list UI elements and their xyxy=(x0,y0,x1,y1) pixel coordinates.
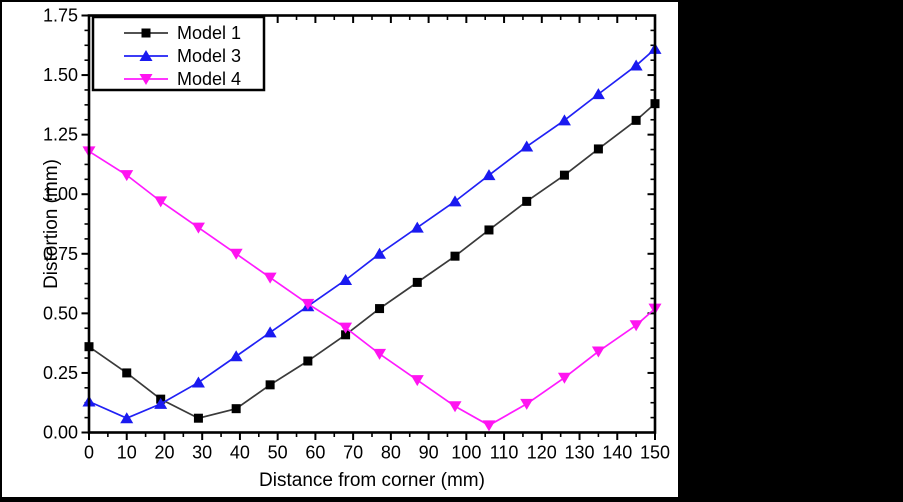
data-point-model-1 xyxy=(231,404,241,414)
y-tick-label: 1.25 xyxy=(43,125,78,145)
x-tick-label: 60 xyxy=(305,443,325,463)
y-tick-label: 0.75 xyxy=(43,244,78,264)
data-point-model-3 xyxy=(263,326,277,338)
legend-label: Model 4 xyxy=(177,69,241,89)
legend-entry-model-1: Model 1 xyxy=(124,23,241,43)
data-point-model-4 xyxy=(448,401,462,413)
x-tick-label: 10 xyxy=(117,443,137,463)
legend-marker-triangle-down xyxy=(139,74,153,85)
data-point-model-4 xyxy=(557,372,571,384)
x-tick-label: 130 xyxy=(565,443,595,463)
data-point-model-3 xyxy=(373,247,387,259)
data-point-model-4 xyxy=(229,248,243,260)
data-point-model-1 xyxy=(631,115,641,125)
legend-label: Model 3 xyxy=(177,46,241,66)
x-tick-label: 70 xyxy=(343,443,363,463)
x-tick-label: 80 xyxy=(381,443,401,463)
data-point-model-3 xyxy=(591,88,605,100)
legend-entry-model-3: Model 3 xyxy=(124,46,241,66)
y-tick-label: 1.75 xyxy=(43,6,78,26)
data-point-model-1 xyxy=(303,356,313,366)
data-point-model-1 xyxy=(593,144,603,154)
x-tick-label: 120 xyxy=(527,443,557,463)
data-point-model-3 xyxy=(448,195,462,207)
data-point-model-1 xyxy=(122,368,132,378)
data-point-model-1 xyxy=(265,380,275,390)
x-tick-label: 110 xyxy=(490,443,519,463)
data-point-model-4 xyxy=(120,170,134,182)
data-point-model-4 xyxy=(191,222,205,234)
data-point-model-3 xyxy=(482,169,496,181)
y-tick-label: 1.00 xyxy=(43,184,78,204)
data-point-model-4 xyxy=(410,375,424,387)
data-point-model-1 xyxy=(484,225,494,235)
series-layer xyxy=(82,42,662,432)
data-point-model-3 xyxy=(410,221,424,233)
data-point-model-3 xyxy=(629,59,643,71)
x-tick-label: 30 xyxy=(192,443,212,463)
axis-ticks: 0 10 20 30 40 50 60 70 80 90 100 110 120 130 140 150 0.0… xyxy=(43,6,670,463)
data-point-model-3 xyxy=(520,140,534,152)
data-point-model-4 xyxy=(339,322,353,334)
data-point-model-1 xyxy=(341,330,351,340)
data-point-model-4 xyxy=(591,346,605,358)
x-tick-label: 20 xyxy=(154,443,174,463)
data-point-model-1 xyxy=(559,170,569,180)
y-axis-title: Distortion (mm) xyxy=(41,159,62,289)
y-tick-label: 0.25 xyxy=(43,363,78,383)
legend-frame xyxy=(91,15,266,92)
data-point-model-3 xyxy=(229,350,243,362)
data-point-model-1 xyxy=(193,413,203,423)
legend-label: Model 1 xyxy=(177,23,241,43)
data-point-model-1 xyxy=(450,251,460,261)
plot-frame xyxy=(87,14,657,434)
data-point-model-3 xyxy=(339,273,353,285)
data-point-model-4 xyxy=(520,398,534,410)
x-tick-label: 140 xyxy=(602,443,632,463)
data-point-model-1 xyxy=(412,277,422,287)
x-tick-label: 50 xyxy=(268,443,288,463)
legend-marker-triangle-up xyxy=(139,50,153,61)
legend-marker-square xyxy=(141,28,151,38)
data-point-model-3 xyxy=(120,412,134,424)
legend: Model 1 Model 3 Model 4 xyxy=(91,15,266,92)
y-tick-label: 1.50 xyxy=(43,65,78,85)
data-point-model-4 xyxy=(629,320,643,332)
data-point-model-3 xyxy=(557,114,571,126)
data-point-model-1 xyxy=(375,304,385,314)
data-point-model-3 xyxy=(191,376,205,388)
legend-entry-model-4: Model 4 xyxy=(124,69,241,89)
x-tick-label: 150 xyxy=(640,443,670,463)
data-point-model-3 xyxy=(154,397,168,409)
data-point-model-1 xyxy=(522,196,532,206)
y-tick-label: 0.00 xyxy=(43,423,78,443)
data-point-model-4 xyxy=(154,196,168,208)
data-point-model-4 xyxy=(482,420,496,432)
x-tick-label: 40 xyxy=(230,443,250,463)
x-axis-title: Distance from corner (mm) xyxy=(259,470,485,491)
x-tick-label: 0 xyxy=(84,443,94,463)
x-tick-label: 100 xyxy=(451,443,481,463)
data-point-model-4 xyxy=(263,272,277,284)
data-point-model-4 xyxy=(301,298,315,310)
data-point-model-4 xyxy=(373,348,387,360)
y-tick-label: 0.50 xyxy=(43,303,78,323)
x-tick-label: 90 xyxy=(419,443,439,463)
